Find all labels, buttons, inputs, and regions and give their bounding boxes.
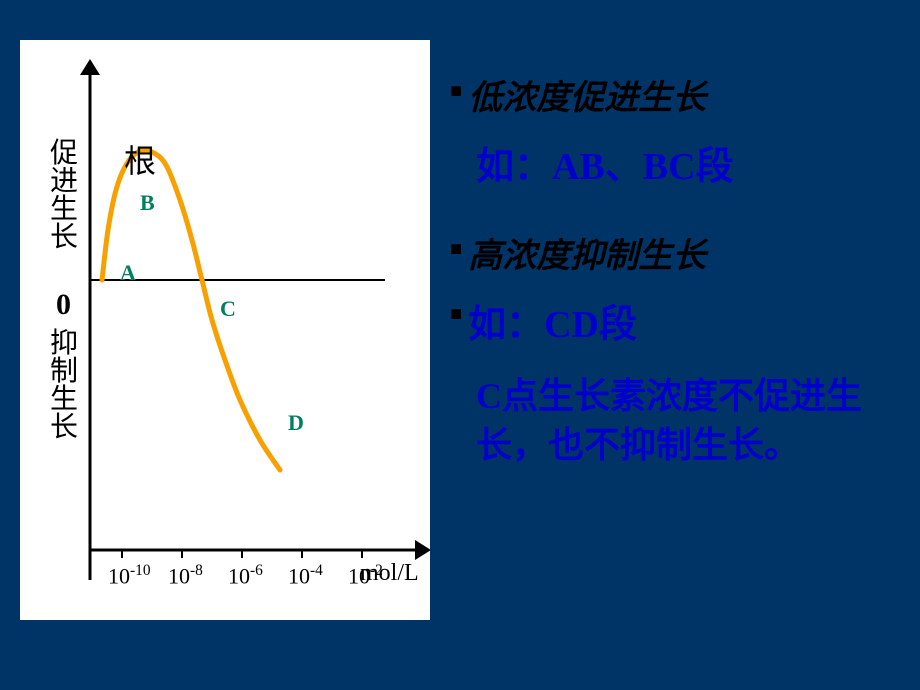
y-axis-label-inhibit: 抑制生长 [50, 330, 78, 442]
example-prefix-1: 如： [476, 146, 552, 188]
x-tick-label: 10-10 [108, 562, 151, 589]
text-low-conc-promote: 低浓度促进生长 [468, 70, 706, 119]
origin-zero-label: 0 [56, 288, 71, 322]
example-prefix-2: 如： [468, 304, 544, 346]
text-content-area: ■ 低浓度促进生长 如：AB、BC段 ■ 高浓度抑制生长 ■ 如：CD段 C点生… [450, 70, 900, 469]
bullet-icon: ■ [450, 80, 462, 103]
chart-container: 促进生长 抑制生长 0 根 mol/L 10-1010-810-610-410-… [20, 40, 430, 620]
bullet-icon: ■ [450, 303, 462, 326]
bullet-line-1: ■ 低浓度促进生长 [450, 70, 900, 119]
x-tick-label: 10-8 [168, 562, 203, 589]
example-segments-1: AB、BC段 [552, 146, 734, 188]
curve-point-label-c: C [220, 296, 236, 322]
text-c-point-explanation: C点生长素浓度不促进生长，也不抑制生长。 [450, 372, 900, 469]
y-axis-label-promote: 促进生长 [50, 140, 78, 252]
curve-point-label-b: B [140, 190, 155, 216]
curve-point-label-d: D [288, 410, 304, 436]
example-segments-2: CD段 [544, 304, 637, 346]
bullet-line-3: ■ 如：CD段 [450, 293, 900, 348]
x-tick-label: 10-6 [228, 562, 263, 589]
text-example-ab-bc: 如：AB、BC段 [450, 135, 900, 190]
curve-label-root: 根 [124, 136, 156, 182]
x-tick-label: 10-4 [288, 562, 323, 589]
chart-svg [20, 40, 430, 620]
x-tick-label: 10-2 [348, 562, 383, 589]
bullet-line-2: ■ 高浓度抑制生长 [450, 228, 900, 277]
curve-point-label-a: A [120, 260, 136, 286]
text-example-cd: 如：CD段 [468, 293, 637, 348]
text-high-conc-inhibit: 高浓度抑制生长 [468, 228, 706, 277]
bullet-icon: ■ [450, 238, 462, 261]
